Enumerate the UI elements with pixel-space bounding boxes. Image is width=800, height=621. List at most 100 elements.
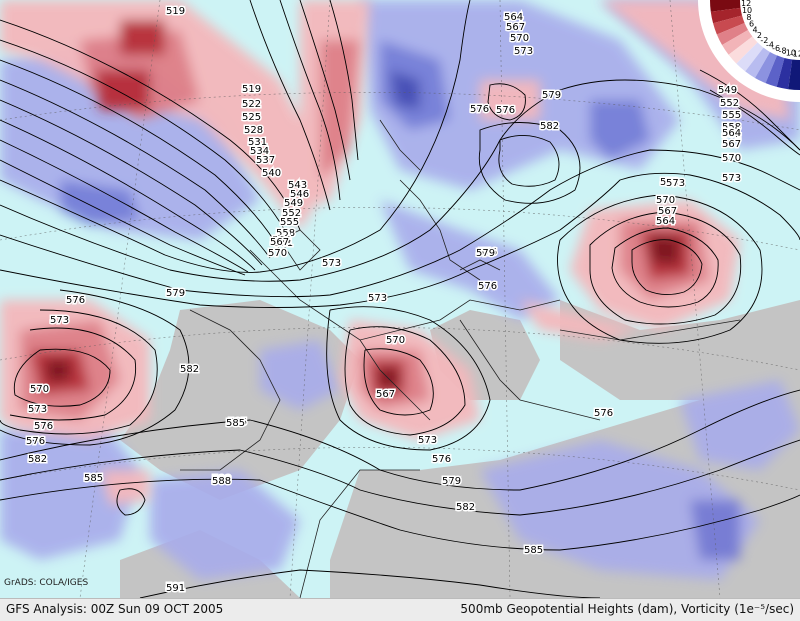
- height-label: 531: [248, 137, 267, 148]
- height-label: 576: [478, 281, 497, 292]
- height-label: 567: [270, 237, 289, 248]
- height-label: 588: [212, 474, 231, 485]
- height-label: 519: [166, 6, 185, 17]
- colorbar-segment: [776, 57, 793, 90]
- height-label: 573: [322, 258, 341, 269]
- height-label: 567: [658, 206, 677, 217]
- height-labels: 519 519 522 525 528 531 534 537 540 543 …: [25, 5, 743, 596]
- height-label: 567: [376, 389, 395, 400]
- height-label: 522: [242, 99, 261, 110]
- height-label: 558: [722, 122, 741, 133]
- height-label: 570: [722, 153, 741, 164]
- height-label: 585: [84, 473, 103, 484]
- colorbar-label: -2: [760, 36, 768, 45]
- height-label: 573: [514, 46, 533, 57]
- footer-field-label: 500mb Geopotential Heights (dam), Vortic…: [460, 602, 794, 616]
- colorbar-label: 8: [746, 13, 751, 22]
- height-label: 570: [268, 248, 287, 259]
- height-label: 540: [262, 168, 281, 179]
- height-label: 585: [226, 418, 245, 429]
- colorbar-segment: [722, 30, 753, 55]
- colorbar-segment: [755, 51, 778, 84]
- height-label: 588: [212, 475, 231, 486]
- height-contours: [0, 0, 800, 598]
- colorbar-label: -10: [783, 48, 796, 57]
- height-label: 579: [442, 476, 461, 487]
- height-label: 561: [274, 238, 293, 249]
- colorbar-label: 2: [757, 31, 762, 40]
- colorbar-segment: [745, 47, 770, 78]
- colorbar-segment: [716, 22, 749, 45]
- height-label: 576: [66, 295, 85, 306]
- height-label: 567: [722, 139, 741, 150]
- height-label: 549: [718, 85, 737, 96]
- map-area: 519 519 522 525 528 531 534 537 540 543 …: [0, 0, 800, 598]
- height-label: 537: [256, 155, 275, 166]
- height-label: 576: [34, 421, 53, 432]
- height-label: 558: [276, 228, 295, 239]
- height-label: 549: [284, 198, 303, 209]
- height-label: 525: [242, 112, 261, 123]
- height-label: 582: [456, 502, 475, 513]
- height-label: 570: [386, 335, 405, 346]
- positive-vorticity-fill: [0, 0, 790, 505]
- colorbar-segment: [736, 42, 764, 72]
- colorbar-segment: [788, 59, 800, 90]
- height-label: 576: [496, 105, 515, 116]
- height-label: 564: [722, 128, 741, 139]
- colorbar-label: 4: [753, 26, 758, 35]
- height-label: 576: [594, 408, 613, 419]
- height-label: 561: [722, 129, 741, 140]
- colorbar-label: -6: [772, 44, 780, 53]
- height-label: 582: [540, 121, 559, 132]
- height-label: 588: [212, 476, 231, 487]
- height-label: 573: [418, 435, 437, 446]
- height-label: 555: [280, 217, 299, 228]
- colorbar-label: 10: [742, 6, 752, 15]
- height-label: 573: [368, 293, 387, 304]
- height-label: 579: [166, 288, 185, 299]
- colorbar-label: 6: [749, 19, 754, 28]
- credit-text: GrADS: COLA/IGES: [4, 578, 89, 588]
- height-label: 576: [26, 436, 45, 447]
- height-label: 573: [722, 173, 741, 184]
- vorticity-height-map: 519 519 522 525 528 531 534 537 540 543 …: [0, 0, 800, 598]
- height-label: 528: [244, 125, 263, 136]
- height-label: 573: [28, 404, 47, 415]
- height-label: 543: [288, 180, 307, 191]
- height-label: 564: [656, 216, 675, 227]
- height-label: 585: [228, 417, 247, 428]
- height-label: 534: [250, 146, 269, 157]
- height-label: 576: [470, 104, 489, 115]
- height-label: 564: [504, 12, 523, 23]
- height-label: 570: [30, 384, 49, 395]
- height-label: 552: [282, 208, 301, 219]
- colorbar-label: -8: [779, 47, 787, 56]
- footer-analysis-label: GFS Analysis: 00Z Sun 09 OCT 2005: [6, 602, 224, 616]
- coastlines: [180, 119, 741, 598]
- colorbar-segment: [728, 36, 758, 64]
- height-label: 582: [28, 454, 47, 465]
- height-label: 564: [272, 235, 291, 246]
- colorbar-segment: [710, 7, 743, 24]
- height-label: 552: [720, 98, 739, 109]
- height-label: 579: [542, 90, 561, 101]
- height-label: 579: [476, 248, 495, 259]
- height-label: 576: [432, 454, 451, 465]
- height-label: 519: [242, 84, 261, 95]
- colorbar-segment: [765, 55, 785, 87]
- height-label: 570: [656, 195, 675, 206]
- colorbar-label: -12: [790, 49, 800, 58]
- colorbar-label: 12: [741, 0, 751, 8]
- height-label: 573: [666, 178, 685, 189]
- height-label: 546: [290, 189, 309, 200]
- colorbar-label: -4: [766, 40, 774, 49]
- height-label: 582: [180, 364, 199, 375]
- height-label: 567: [506, 22, 525, 33]
- colorbar-segment: [710, 0, 741, 12]
- height-label: 591: [166, 582, 185, 593]
- height-label: 573: [660, 177, 679, 188]
- height-label: 591: [166, 583, 185, 594]
- height-label: 555: [722, 110, 741, 121]
